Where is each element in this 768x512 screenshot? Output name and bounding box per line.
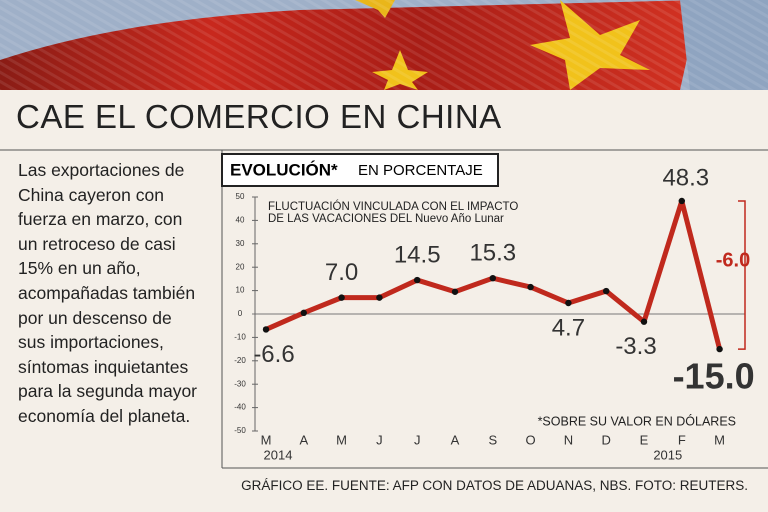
year-label: 2015 (653, 447, 682, 462)
x-tick-label: J (376, 432, 383, 447)
change-bracket (738, 200, 746, 350)
point (640, 318, 648, 325)
heading-box (221, 153, 499, 187)
point (565, 299, 572, 307)
body-line: fuerza en marzo, con (18, 209, 183, 230)
body-line: síntomas inquietantes (18, 356, 189, 377)
body-line: un retroceso de casi (18, 233, 176, 254)
x-tick-label: M (261, 432, 272, 447)
annotation: DE LAS VACACIONES DEL Nuevo Año Lunar (268, 213, 504, 225)
title: CAE EL COMERCIO EN CHINA (16, 98, 502, 135)
point (527, 283, 534, 291)
y-tick-label: -20 (234, 356, 246, 365)
value-label: 4.7 (552, 314, 585, 341)
point (300, 309, 307, 317)
y-tick-label: 20 (236, 262, 245, 271)
body-line: por un descenso de (18, 307, 172, 328)
body-line: 15% en un año, (18, 258, 141, 279)
x-tick-label: O (526, 432, 536, 447)
chart-heading: EVOLUCIÓN* (230, 160, 338, 179)
x-tick-label: A (451, 432, 460, 447)
y-tick-label: 0 (238, 309, 243, 318)
x-tick-label: D (602, 432, 611, 447)
x-tick-label: S (488, 432, 497, 447)
value-label: -6.6 (253, 341, 294, 368)
point (262, 326, 270, 333)
chart-subheading: EN PORCENTAJE (358, 162, 483, 179)
body-line: para la segunda mayor (18, 381, 197, 402)
value-label: 7.0 (325, 259, 358, 286)
x-tick-label: M (714, 432, 725, 447)
footnote: *SOBRE SU VALOR EN DÓLARES (538, 413, 736, 428)
y-tick-label: -10 (234, 333, 246, 342)
value-label: 14.5 (394, 241, 441, 268)
point (678, 197, 685, 205)
change-label: -6.0 (716, 249, 750, 271)
year-label: 2014 (264, 447, 293, 462)
x-tick-label: J (414, 432, 421, 447)
point (451, 288, 459, 295)
point (489, 274, 496, 282)
y-tick-label: 10 (236, 286, 245, 295)
y-tick-label: -30 (234, 379, 246, 388)
x-tick-label: A (299, 432, 308, 447)
y-tick-label: 40 (236, 216, 245, 225)
y-tick-label: -50 (234, 426, 246, 435)
point (716, 345, 723, 353)
value-label: -3.3 (615, 333, 656, 360)
point (414, 276, 421, 284)
y-tick-label: 30 (236, 239, 245, 248)
body-line: Las exportaciones de (18, 160, 185, 180)
body-line: China cayeron con (18, 184, 164, 205)
body-line: economía del planeta. (18, 405, 191, 426)
y-tick-label: -40 (234, 403, 246, 412)
y-tick-label: 50 (236, 192, 245, 201)
body-line: acompañadas también (18, 282, 196, 303)
body-text: Las exportaciones de China cayeron con fue… (18, 158, 218, 429)
point (338, 294, 345, 301)
value-label: 15.3 (469, 240, 516, 267)
x-tick-label: N (564, 432, 573, 447)
body-line: sus importaciones, (18, 332, 164, 353)
annotation: FLUCTUACIÓN VINCULADA CON EL IMPACTO (268, 200, 518, 213)
x-tick-label: E (640, 432, 649, 447)
credit: GRÁFICO EE. FUENTE: AFP CON DATOS DE ADU… (241, 478, 748, 493)
point (376, 294, 383, 301)
x-tick-label: F (678, 432, 686, 447)
point (603, 287, 610, 295)
flag-photo (0, 0, 768, 90)
value-label: 48.3 (662, 164, 709, 191)
value-label: -15.0 (673, 356, 755, 397)
x-tick-label: M (336, 432, 347, 447)
